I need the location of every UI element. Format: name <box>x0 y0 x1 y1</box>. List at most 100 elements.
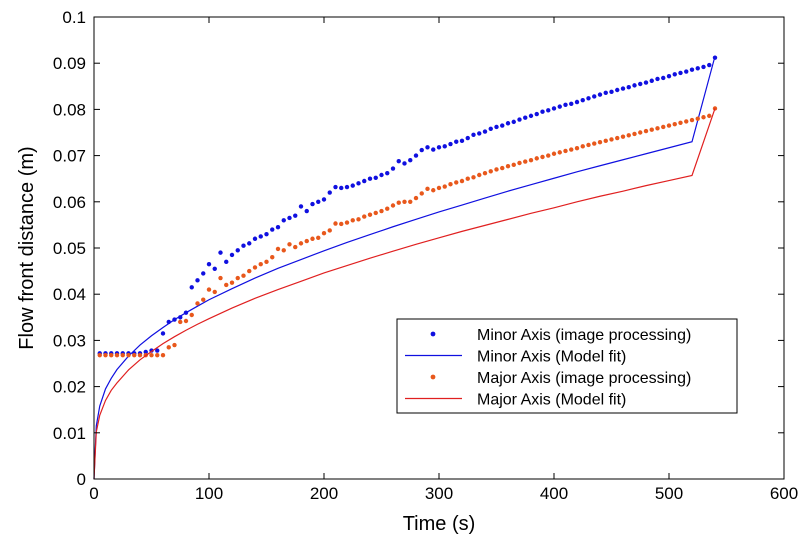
data-point <box>500 165 505 171</box>
y-tick-label: 0 <box>77 470 86 489</box>
data-point <box>413 153 419 158</box>
legend-label: Major Axis (Model fit) <box>477 392 626 409</box>
data-point <box>655 76 660 82</box>
data-point <box>563 102 568 107</box>
y-tick-label: 0.1 <box>62 8 86 27</box>
data-point <box>592 141 597 146</box>
data-point <box>362 214 367 219</box>
data-point <box>632 83 637 88</box>
data-point <box>689 117 695 123</box>
legend-box <box>396 318 738 414</box>
data-point <box>494 124 499 130</box>
data-point <box>183 318 189 324</box>
data-point <box>166 345 171 350</box>
data-point <box>425 186 430 192</box>
data-point <box>511 162 516 168</box>
data-point <box>402 199 407 204</box>
legend-label: Minor Axis (Model fit) <box>477 349 626 366</box>
data-point <box>448 182 453 187</box>
data-point <box>448 141 453 147</box>
data-point <box>247 268 252 274</box>
data-point <box>206 261 212 267</box>
data-point <box>327 228 332 233</box>
y-tick-label: 0.08 <box>53 100 86 119</box>
data-point <box>390 203 396 208</box>
data-point <box>258 234 263 239</box>
data-point <box>482 129 488 134</box>
data-point <box>563 148 568 154</box>
data-point <box>241 243 246 248</box>
data-point <box>212 289 217 295</box>
x-tick-label: 300 <box>425 484 453 503</box>
data-point <box>316 235 321 241</box>
data-point <box>310 236 315 241</box>
data-point <box>620 134 626 139</box>
data-point <box>270 255 275 260</box>
data-point <box>666 123 672 128</box>
data-point <box>511 119 516 125</box>
data-point <box>224 259 229 265</box>
data-point <box>471 175 476 180</box>
data-point <box>419 191 424 196</box>
data-point <box>293 213 298 218</box>
data-point <box>615 87 620 93</box>
data-point <box>304 208 309 214</box>
data-point <box>385 206 390 211</box>
data-point <box>505 164 511 169</box>
data-point <box>557 104 562 109</box>
data-point <box>701 115 706 120</box>
series-1 <box>93 56 716 480</box>
data-point <box>408 158 413 163</box>
data-point <box>482 170 488 176</box>
data-point <box>557 150 562 155</box>
data-point <box>454 139 459 144</box>
y-tick-label: 0.04 <box>53 285 86 304</box>
data-point <box>551 151 557 156</box>
data-point <box>229 280 235 285</box>
legend-point-swatch <box>430 331 436 337</box>
x-axis-title: Time (s) <box>403 513 476 535</box>
data-point <box>189 285 194 290</box>
data-point <box>264 259 269 265</box>
data-point <box>114 352 120 358</box>
y-tick-label: 0.05 <box>53 239 86 258</box>
data-point <box>534 111 539 117</box>
series-line <box>93 56 716 480</box>
x-tick-label: 500 <box>655 484 683 503</box>
data-point <box>488 169 493 174</box>
data-point <box>459 178 465 184</box>
data-point <box>344 184 350 190</box>
data-point <box>442 184 447 189</box>
data-point <box>287 242 292 247</box>
data-point <box>321 197 327 202</box>
data-point <box>580 97 585 103</box>
data-point <box>528 113 534 119</box>
data-point <box>597 140 603 145</box>
data-point <box>304 238 309 244</box>
data-point <box>396 200 401 205</box>
data-point <box>586 96 591 101</box>
y-tick-label: 0.01 <box>53 424 86 443</box>
data-point <box>298 204 304 209</box>
data-point <box>442 144 447 149</box>
data-point <box>137 352 143 358</box>
x-tick-label: 0 <box>89 484 98 503</box>
data-point <box>97 352 102 358</box>
data-point <box>408 199 413 204</box>
data-point <box>356 217 361 222</box>
data-point <box>431 147 436 152</box>
data-point <box>586 142 591 148</box>
data-point <box>540 109 545 114</box>
data-point <box>580 144 585 149</box>
data-point <box>195 278 200 283</box>
data-point <box>339 185 344 191</box>
y-tick-label: 0.06 <box>53 193 86 212</box>
data-point <box>523 115 528 120</box>
data-point <box>695 116 700 121</box>
legend-label: Major Axis (image processing) <box>477 370 691 387</box>
data-point <box>672 121 677 127</box>
x-tick-label: 100 <box>195 484 223 503</box>
data-point <box>396 158 401 164</box>
data-point <box>149 352 154 358</box>
